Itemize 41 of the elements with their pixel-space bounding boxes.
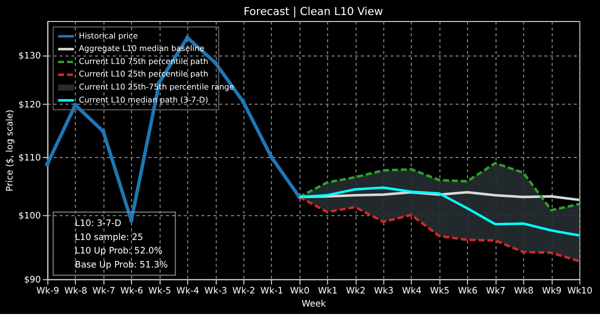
annotation: Base Up Prob: 51.3% bbox=[74, 260, 168, 270]
annotation: L10 Up Prob: 52.0% bbox=[74, 246, 162, 257]
x-tick-label: Wk3 bbox=[374, 286, 394, 296]
x-tick-label: Wk8 bbox=[514, 286, 534, 296]
x-tick-label: Wk-1 bbox=[260, 286, 284, 296]
y-tick-label: $130 bbox=[18, 52, 42, 62]
x-tick-label: Wk-8 bbox=[64, 286, 88, 296]
x-tick-label: Wk9 bbox=[542, 286, 562, 296]
y-axis-title: Price ($, log scale) bbox=[5, 110, 16, 192]
x-tick-label: Wk-5 bbox=[148, 286, 172, 296]
point bbox=[101, 129, 106, 134]
x-tick-label: Wk5 bbox=[430, 286, 450, 296]
line-series bbox=[298, 196, 581, 262]
x-tick-label: Wk-9 bbox=[36, 286, 60, 296]
x-tick-label: Wk7 bbox=[486, 286, 506, 296]
x-tick-label: Wk2 bbox=[346, 286, 366, 296]
x-axis-title: Week bbox=[302, 299, 327, 310]
point bbox=[241, 100, 246, 104]
x-tick-label: Wk1 bbox=[318, 286, 338, 296]
line-series bbox=[298, 186, 581, 237]
point bbox=[45, 162, 50, 166]
x-tick-label: Wk-2 bbox=[232, 286, 256, 296]
line-series bbox=[298, 162, 581, 212]
x-tick-label: Wk6 bbox=[458, 286, 478, 296]
legend-label: Historical price bbox=[78, 31, 138, 40]
x-tick-label: Wk4 bbox=[402, 286, 422, 296]
x-tick-label: Wk-3 bbox=[204, 286, 228, 296]
x-tick-label: Wk0 bbox=[290, 286, 310, 296]
y-tick-label: $90 bbox=[24, 276, 42, 286]
x-tick-label: Wk10 bbox=[567, 286, 593, 296]
x-tick-label: Wk-7 bbox=[92, 286, 116, 296]
x-tick-label: Wk-4 bbox=[176, 286, 200, 296]
y-tick-label: $120 bbox=[18, 100, 42, 110]
point bbox=[269, 154, 274, 160]
chart-title: Forecast | Clean L10 View bbox=[244, 5, 384, 18]
point bbox=[213, 60, 218, 65]
y-tick-label: $110 bbox=[18, 153, 42, 164]
y-tick-label: $100 bbox=[18, 211, 42, 222]
annotation: L10 sample: 25 bbox=[74, 232, 144, 243]
x-tick-label: Wk-6 bbox=[120, 286, 144, 296]
annotation: L10: 3-7-D bbox=[74, 218, 122, 229]
